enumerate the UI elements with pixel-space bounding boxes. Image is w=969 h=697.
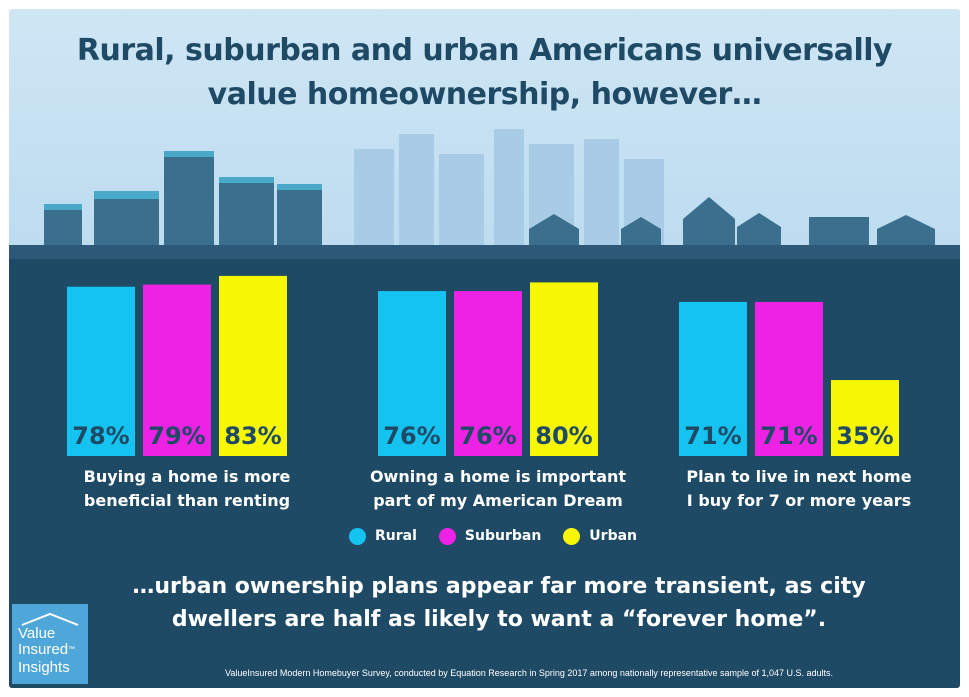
chart-legend: Rural Suburban Urban (349, 525, 659, 547)
bar-urban-2 (530, 282, 598, 456)
bar-urban-3 (831, 380, 899, 456)
grouped-bar-chart: 78% 79% 83% 76% 76% 80% 71% 71% 35% (67, 275, 899, 456)
category-label-line: I buy for 7 or more years (686, 491, 912, 510)
bar-suburban-3 (755, 301, 823, 456)
category-label-owning: Owning a home is important part of my Am… (368, 465, 628, 513)
bar-value-label: 71% (760, 422, 817, 450)
category-label-line: part of my American Dream (373, 491, 623, 510)
city-skyline-illustration (9, 129, 960, 259)
infographic-title: Rural, suburban and urban Americans univ… (76, 33, 893, 112)
legend-label-suburban: Suburban (464, 528, 542, 544)
bar-value-label: 79% (148, 422, 205, 450)
legend-swatch-suburban (438, 527, 456, 545)
bar-value-label: 78% (72, 422, 129, 450)
logo-text-insured: Insured (18, 641, 69, 658)
legend-swatch-rural (349, 527, 366, 545)
source-footnote: ValueInsured Modern Homebuyer Survey, co… (224, 668, 834, 678)
legend-swatch-urban (563, 527, 581, 545)
bar-value-label: 83% (224, 422, 281, 450)
category-label-plan: Plan to live in next home I buy for 7 or… (669, 465, 929, 513)
house-roof-icon (21, 612, 79, 626)
bar-urban-1 (219, 275, 287, 456)
legend-label-urban: Urban (589, 528, 638, 544)
bar-rural-2 (378, 291, 446, 456)
logo-line-insights: Insights (18, 659, 70, 676)
logo-line-insured: Insured™ (18, 642, 75, 658)
legend-item-rural: Rural (349, 525, 417, 547)
bar-value-label: 76% (383, 422, 440, 450)
bar-rural-3 (679, 301, 747, 456)
trademark-symbol: ™ (68, 646, 76, 653)
infographic-card: Rural, suburban and urban Americans univ… (9, 9, 960, 688)
legend-label-rural: Rural (375, 528, 417, 544)
bar-value-label: 35% (836, 422, 893, 450)
legend-item-urban: Urban (563, 525, 637, 547)
bar-rural-1 (67, 286, 135, 456)
category-label-line: Plan to live in next home (686, 467, 912, 486)
category-label-line: Buying a home is more (83, 467, 291, 486)
bar-suburban-2 (454, 291, 522, 456)
legend-item-suburban: Suburban (438, 525, 542, 547)
valueinsured-insights-logo: Value Insured™ Insights (12, 604, 88, 684)
logo-line-value: Value (18, 625, 56, 642)
bar-value-label: 71% (684, 422, 741, 450)
bar-value-label: 76% (459, 422, 516, 450)
category-label-line: Owning a home is important (369, 467, 627, 486)
category-label-line: beneficial than renting (83, 491, 291, 510)
bar-value-label: 80% (535, 422, 592, 450)
bar-suburban-1 (143, 284, 211, 456)
category-label-buying: Buying a home is more beneficial than re… (57, 465, 317, 513)
conclusion-text: …urban ownership plans appear far more t… (132, 574, 866, 632)
